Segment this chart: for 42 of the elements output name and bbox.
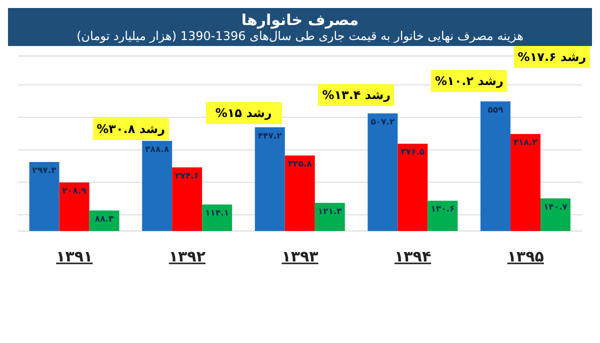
data-label: ۴۱۸.۲ bbox=[513, 138, 538, 148]
data-label: ۳۲۵.۸ bbox=[288, 159, 313, 170]
data-label: ۲۹۷.۳ bbox=[32, 166, 58, 176]
data-label: ۱۲۱.۳ bbox=[318, 206, 343, 217]
data-label: ۵۰۷.۲ bbox=[370, 117, 396, 128]
data-label: ۵۵۹ bbox=[488, 105, 504, 116]
bar bbox=[202, 204, 232, 231]
data-label: ۲۰۸.۹ bbox=[62, 186, 88, 197]
bar bbox=[59, 182, 90, 231]
x-tick-label: ۱۳۹۱ bbox=[56, 248, 93, 266]
data-label: ۸۸.۳ bbox=[94, 214, 114, 225]
data-label: ۱۱۴.۱ bbox=[205, 208, 230, 219]
bar bbox=[510, 134, 540, 231]
data-label: ۲۷۴.۶ bbox=[175, 171, 200, 182]
data-label: ۱۳۰.۶ bbox=[430, 204, 455, 215]
bar bbox=[29, 162, 60, 231]
text: رشد ۱۷.۶% bbox=[514, 46, 590, 68]
data-label: ۳۸۸.۸ bbox=[145, 144, 170, 155]
annotation: رشد ۱۳.۴% bbox=[318, 84, 394, 106]
bar bbox=[540, 198, 570, 231]
bar bbox=[142, 140, 172, 231]
data-label: ۴۴۷.۲ bbox=[258, 131, 283, 142]
x-tick-label: ۱۳۹۲ bbox=[168, 248, 206, 266]
data-label: ۳۷۶.۵ bbox=[400, 148, 425, 158]
x-tick-label: ۱۳۹۳ bbox=[282, 248, 318, 266]
bar bbox=[314, 202, 345, 231]
bar bbox=[254, 127, 285, 231]
bar bbox=[284, 155, 315, 231]
bar bbox=[398, 144, 428, 231]
chart-title: مصرف خانوارها bbox=[240, 11, 360, 29]
data-label: ۱۴۰.۷ bbox=[543, 202, 568, 212]
annotation: رشد ۱۵% bbox=[206, 102, 282, 124]
bar bbox=[89, 210, 120, 231]
chart-subtitle: هزینه مصرف نهایی خانوار به قیمت جاری طی سال‌های 1396-1390 (هزار میلیارد تومان) bbox=[76, 29, 524, 43]
bar bbox=[480, 101, 510, 231]
text: رشد ۱۰.۲% bbox=[431, 70, 508, 92]
annotation: رشد ۳۰.۸% bbox=[92, 118, 169, 140]
bar bbox=[428, 200, 458, 231]
bar bbox=[368, 113, 398, 231]
x-tick-label: ۱۳۹۵ bbox=[507, 248, 544, 266]
bar bbox=[172, 167, 202, 231]
x-tick-label: ۱۳۹۴ bbox=[394, 248, 432, 266]
